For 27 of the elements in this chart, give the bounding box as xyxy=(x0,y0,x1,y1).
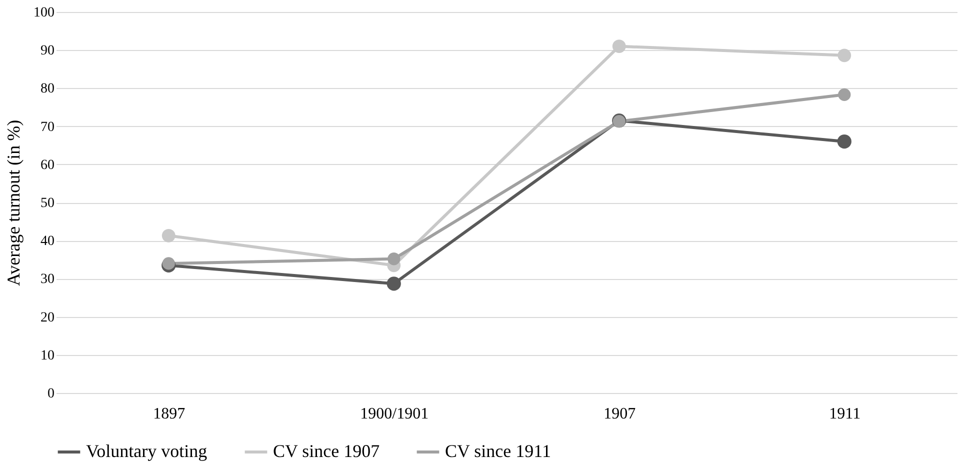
y-tick-label: 90 xyxy=(40,44,54,59)
x-tick-label: 1907 xyxy=(604,406,636,422)
legend-label: CV since 1911 xyxy=(445,441,551,461)
point xyxy=(388,252,400,266)
x-tick-label: 1900/1901 xyxy=(360,406,429,422)
y-tick-label: 10 xyxy=(40,348,54,364)
y-tick-label: 40 xyxy=(40,234,54,250)
y-tick-label: 20 xyxy=(40,310,54,326)
x-tick-label: 1897 xyxy=(153,406,186,422)
point xyxy=(612,40,626,53)
y-tick-label: 70 xyxy=(40,120,54,135)
y-tick-label: 0 xyxy=(48,386,54,402)
x-tick-label: 1911 xyxy=(829,406,861,422)
y-tick-label: 30 xyxy=(40,272,54,288)
legend-label: Voluntary voting xyxy=(86,441,208,461)
y-tick-label: 100 xyxy=(34,6,54,20)
y-tick-label: 60 xyxy=(40,158,54,173)
point xyxy=(838,48,852,62)
point xyxy=(162,257,175,270)
point xyxy=(838,88,851,101)
point xyxy=(837,134,852,149)
point xyxy=(162,228,176,242)
y-axis-title: Average turnout (in %) xyxy=(4,120,24,286)
point xyxy=(386,276,401,291)
y-tick-label: 80 xyxy=(40,82,54,97)
y-tick-label: 50 xyxy=(40,196,54,211)
legend-label: CV since 1907 xyxy=(273,441,380,461)
